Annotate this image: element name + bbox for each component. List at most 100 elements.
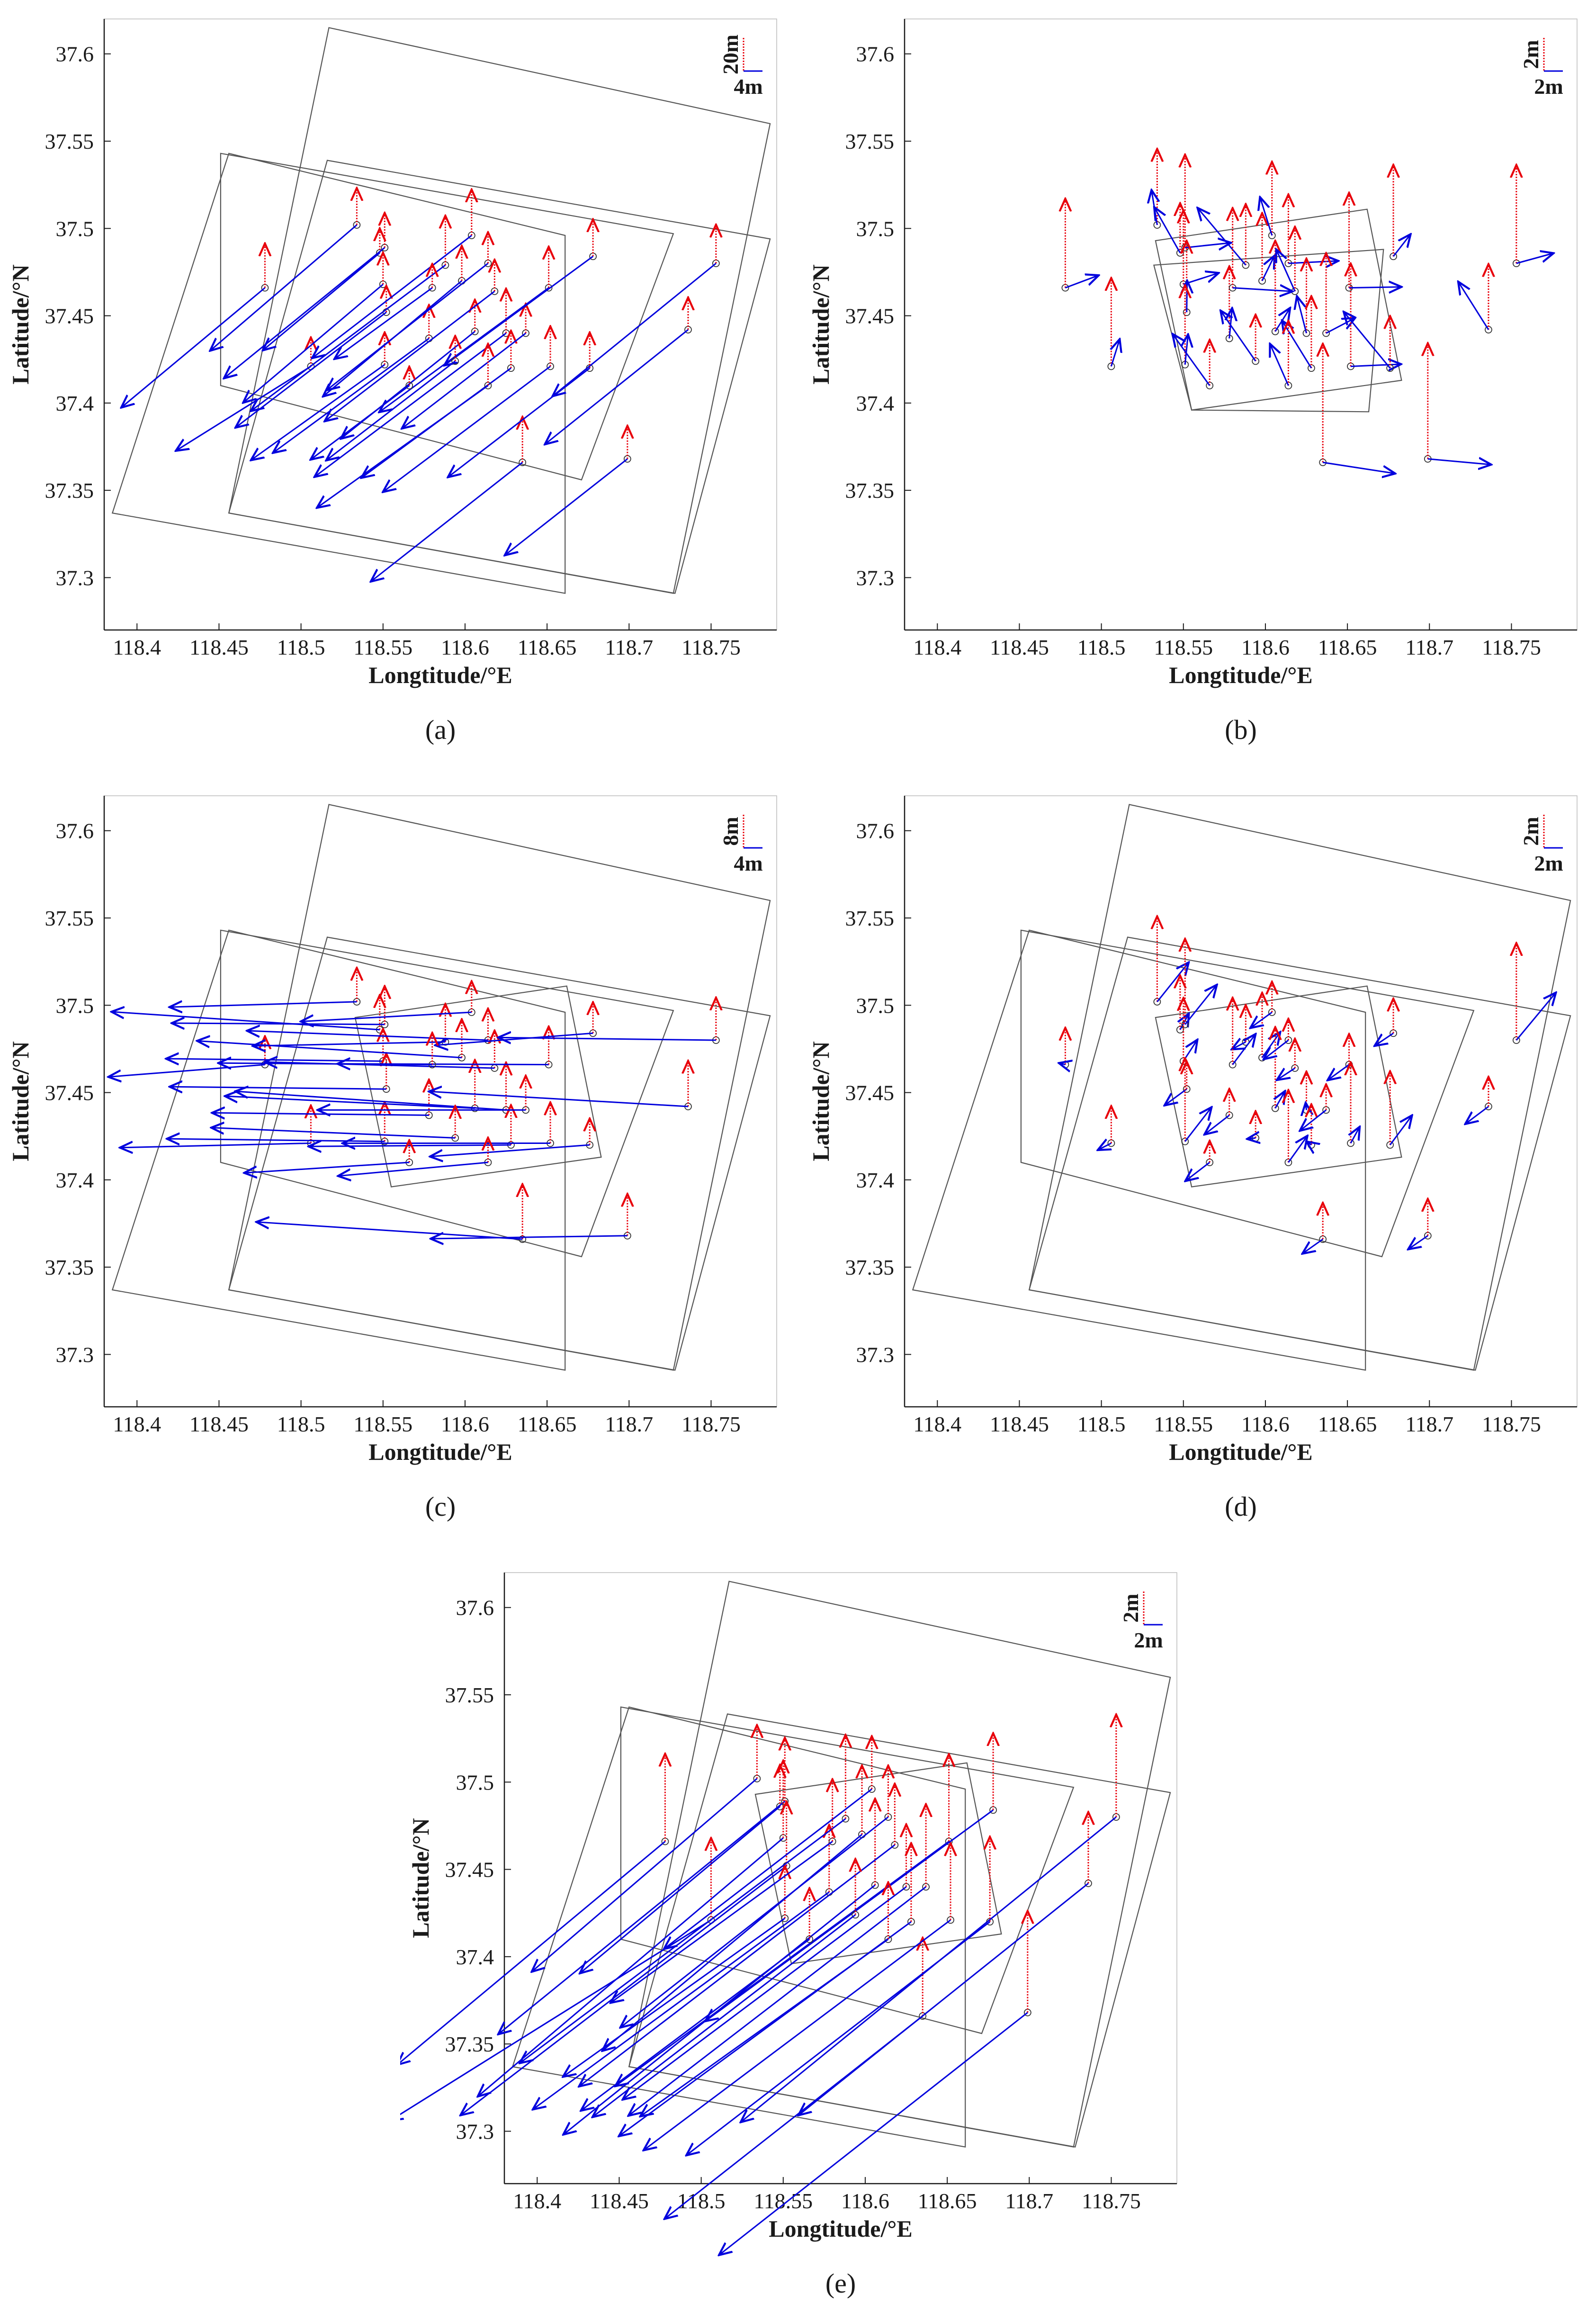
legend-vertical-label: 20m — [718, 35, 743, 74]
horizontal-offset-arrow — [340, 1161, 488, 1176]
horizontal-offset-arrow — [1065, 276, 1097, 289]
horizontal-offset-arrow — [171, 1087, 386, 1089]
y-tick-label: 37.4 — [456, 1945, 494, 1969]
legend-vertical-label: 2m — [1119, 1593, 1143, 1622]
horizontal-offset-arrow — [315, 333, 507, 476]
y-tick-label: 37.3 — [56, 1342, 94, 1367]
horizontal-offset-arrow — [1265, 1039, 1289, 1059]
horizontal-offset-arrow — [400, 1919, 712, 2120]
x-tick-label: 118.55 — [353, 635, 412, 659]
x-tick-label: 118.65 — [518, 1412, 577, 1436]
x-tick-label: 118.55 — [353, 1412, 412, 1436]
y-tick-label: 37.55 — [845, 129, 895, 153]
horizontal-offset-arrow — [122, 287, 266, 407]
x-axis-label: Longtitude/°E — [368, 1439, 512, 1465]
y-tick-label: 37.35 — [845, 1255, 895, 1279]
horizontal-offset-arrow — [449, 367, 591, 477]
y-tick-label: 37.3 — [56, 566, 94, 590]
horizontal-offset-arrow — [1180, 1015, 1188, 1030]
horizontal-offset-arrow — [1152, 191, 1157, 225]
chart-svg-5: 118.4 118.45 118.5 118.55 118.6 118.65 118.7 11… — [400, 1572, 1177, 2299]
horizontal-offset-arrow — [1205, 1115, 1230, 1134]
y-tick-label: 37.45 — [845, 1081, 895, 1105]
y-tick-label: 37.35 — [45, 478, 94, 503]
x-axis-label: Longtitude/°E — [368, 662, 512, 688]
horizontal-offset-arrow — [113, 1012, 380, 1031]
horizontal-offset-arrow — [1251, 1011, 1273, 1027]
horizontal-offset-arrow — [302, 1011, 472, 1021]
horizontal-offset-arrow — [121, 1143, 311, 1147]
x-tick-label: 118.7 — [605, 1412, 653, 1436]
y-tick-label: 37.6 — [856, 819, 895, 843]
y-tick-label: 37.5 — [456, 1770, 494, 1794]
horizontal-offset-arrow — [1183, 273, 1218, 285]
horizontal-offset-arrow — [546, 329, 689, 443]
y-tick-label: 37.4 — [856, 1168, 895, 1192]
horizontal-offset-arrow — [564, 1917, 786, 2076]
horizontal-offset-arrow — [198, 1041, 462, 1059]
horizontal-offset-arrow — [1459, 283, 1489, 330]
y-tick-label: 37.6 — [56, 42, 94, 66]
x-tick-label: 118.45 — [990, 635, 1049, 659]
legend-vertical-label: 2m — [1519, 40, 1543, 69]
image-frame — [1155, 985, 1402, 1187]
horizontal-offset-arrow — [1111, 341, 1119, 367]
y-tick-label: 37.35 — [45, 1255, 94, 1279]
image-frame — [220, 153, 674, 481]
x-tick-label: 118.75 — [1482, 635, 1541, 659]
horizontal-offset-arrow — [264, 252, 380, 350]
plot-area — [904, 795, 1578, 1407]
horizontal-offset-arrow — [1174, 335, 1210, 386]
image-frame — [511, 1706, 966, 2148]
horizontal-offset-arrow — [521, 1818, 846, 2062]
horizontal-offset-arrow — [1186, 1161, 1210, 1180]
chart-svg-1: 118.4 118.45 118.5 118.55 118.6 118.65 118.7 11… — [7, 18, 777, 745]
legend-horizontal-label: 2m — [1534, 851, 1563, 875]
horizontal-offset-arrow — [1184, 986, 1216, 1025]
x-tick-label: 118.4 — [913, 635, 961, 659]
horizontal-offset-arrow — [1409, 1235, 1428, 1249]
legend-vertical-label: 8m — [718, 817, 743, 846]
horizontal-offset-arrow — [1157, 963, 1188, 1002]
horizontal-offset-arrow — [372, 461, 523, 581]
horizontal-offset-arrow — [581, 1806, 780, 1972]
horizontal-offset-arrow — [225, 247, 386, 378]
horizontal-offset-arrow — [624, 1886, 907, 2098]
horizontal-offset-arrow — [1233, 1042, 1246, 1049]
y-tick-label: 37.5 — [856, 216, 895, 241]
x-tick-label: 118.45 — [189, 1412, 249, 1436]
x-tick-label: 118.65 — [918, 2189, 977, 2213]
chart-svg-2: 118.4 118.45 118.5 118.55 118.6 118.65 118.7 11… — [807, 18, 1578, 745]
x-tick-label: 118.7 — [1405, 1412, 1453, 1436]
x-tick-label: 118.6 — [841, 2189, 889, 2213]
y-tick-label: 37.5 — [856, 993, 895, 1017]
horizontal-offset-arrow — [1221, 312, 1256, 362]
x-tick-label: 118.5 — [677, 2189, 726, 2213]
horizontal-offset-arrow — [1282, 322, 1312, 369]
horizontal-offset-arrow — [799, 1882, 1089, 2114]
x-tick-label: 118.7 — [1005, 2189, 1053, 2213]
horizontal-offset-arrow — [534, 1891, 830, 2108]
horizontal-offset-arrow — [213, 1128, 456, 1139]
horizontal-offset-arrow — [1155, 208, 1181, 253]
horizontal-offset-arrow — [1345, 313, 1391, 369]
panel-label: (e) — [825, 2268, 856, 2299]
image-frame — [1155, 208, 1402, 411]
horizontal-offset-arrow — [177, 366, 312, 450]
horizontal-offset-arrow — [1260, 198, 1273, 236]
x-tick-label: 118.6 — [1241, 1412, 1290, 1436]
x-tick-label: 118.75 — [681, 1412, 741, 1436]
image-frame — [354, 985, 602, 1187]
horizontal-offset-arrow — [1322, 461, 1394, 473]
panel-label: (d) — [1225, 1491, 1257, 1522]
x-tick-label: 118.4 — [113, 1412, 161, 1436]
horizontal-offset-arrow — [1288, 261, 1337, 263]
image-frame — [620, 1706, 1075, 2034]
image-frame — [228, 936, 771, 1371]
legend-horizontal-label: 2m — [1534, 74, 1563, 99]
horizontal-offset-arrow — [310, 1145, 511, 1146]
y-tick-label: 37.55 — [45, 129, 94, 153]
horizontal-offset-arrow — [1392, 235, 1410, 257]
y-axis-label: Latitude/°N — [407, 1818, 434, 1938]
horizontal-offset-arrow — [1427, 459, 1490, 465]
